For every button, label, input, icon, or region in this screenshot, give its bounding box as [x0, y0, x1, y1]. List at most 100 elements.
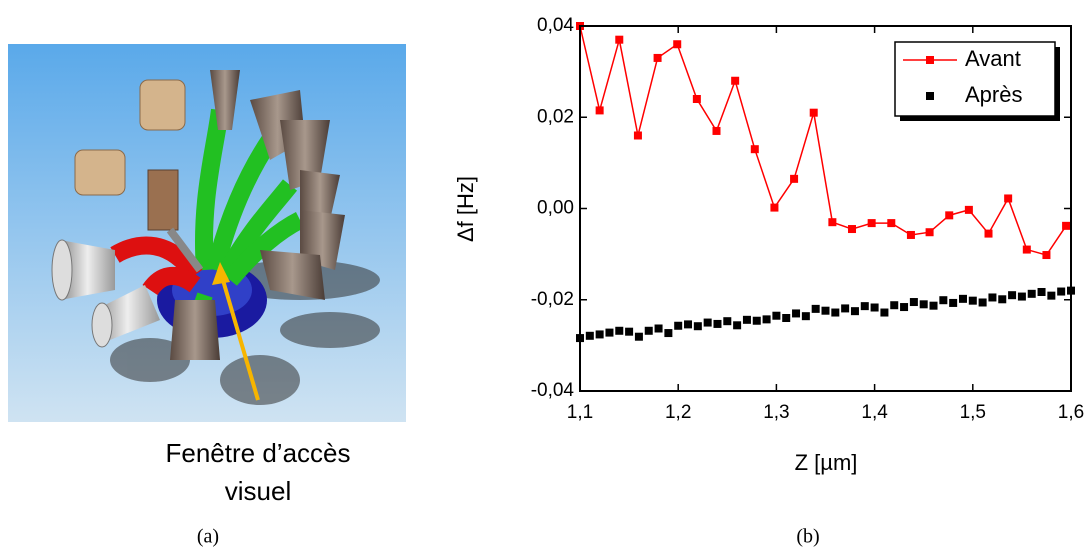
marker — [684, 320, 693, 329]
marker — [1008, 291, 1017, 300]
marker — [988, 293, 997, 302]
marker — [742, 315, 751, 324]
marker — [625, 327, 634, 336]
marker — [929, 301, 938, 310]
marker — [692, 95, 701, 103]
annotation: Fenêtre d’accès — [166, 438, 351, 468]
render-image — [8, 44, 406, 422]
panel-label: (b) — [796, 526, 819, 548]
marker — [772, 311, 781, 320]
marker — [792, 309, 801, 318]
marker — [867, 219, 876, 228]
marker — [750, 145, 759, 154]
legend-marker — [926, 92, 934, 100]
marker — [674, 321, 683, 330]
marker — [733, 321, 742, 330]
marker — [939, 296, 948, 305]
marker — [634, 332, 643, 341]
x-tick-label: 1,2 — [665, 402, 691, 423]
marker — [900, 303, 909, 312]
marker — [887, 219, 896, 228]
marker — [1017, 292, 1026, 301]
marker — [848, 225, 857, 234]
marker — [1004, 194, 1013, 203]
legend-label: Après — [965, 82, 1022, 107]
legend — [894, 41, 1056, 117]
x-tick-label: 1,6 — [1058, 402, 1084, 423]
marker — [615, 35, 624, 44]
marker — [1057, 287, 1066, 296]
marker — [945, 211, 954, 220]
marker — [1047, 291, 1056, 300]
marker — [964, 205, 973, 214]
marker — [949, 298, 958, 307]
x-axis-label: Z [µm] — [795, 450, 858, 475]
marker — [664, 329, 673, 338]
marker — [919, 300, 928, 309]
marker — [1042, 251, 1051, 260]
y-axis-label: Δf [Hz] — [453, 176, 478, 242]
marker — [809, 108, 818, 117]
marker — [828, 218, 837, 227]
y-tick-label: 0,00 — [537, 198, 574, 219]
marker — [958, 294, 967, 303]
marker — [703, 318, 712, 327]
annotation: visuel — [225, 476, 291, 506]
marker — [984, 229, 993, 238]
marker — [998, 295, 1007, 304]
legend-label: Avant — [965, 46, 1021, 71]
panel-label: (a) — [197, 526, 219, 548]
marker — [831, 308, 840, 317]
marker — [605, 328, 614, 337]
marker — [693, 322, 702, 331]
x-tick-label: 1,3 — [763, 402, 789, 423]
marker — [870, 303, 879, 312]
marker — [712, 126, 721, 135]
marker — [595, 330, 604, 339]
marker — [595, 106, 604, 115]
marker — [1022, 245, 1031, 254]
marker — [821, 306, 830, 315]
marker — [925, 228, 934, 237]
marker — [723, 317, 732, 326]
marker — [615, 326, 624, 335]
y-tick-label: 0,04 — [537, 15, 574, 36]
marker — [841, 304, 850, 313]
marker — [752, 316, 761, 325]
marker — [782, 314, 791, 322]
x-tick-label: 1,1 — [567, 402, 593, 423]
marker — [890, 301, 899, 310]
marker — [731, 76, 740, 85]
y-tick-label: 0,02 — [537, 106, 574, 127]
marker — [653, 53, 662, 62]
x-tick-label: 1,5 — [960, 402, 986, 423]
y-tick-label: -0,04 — [531, 380, 575, 401]
marker — [850, 307, 859, 316]
marker — [790, 174, 799, 183]
marker — [654, 324, 663, 333]
y-tick-label: -0,02 — [531, 289, 574, 310]
marker — [762, 315, 771, 324]
marker — [673, 40, 682, 49]
x-tick-label: 1,4 — [861, 402, 888, 423]
marker — [585, 331, 594, 340]
marker — [906, 230, 915, 239]
marker — [811, 304, 820, 313]
marker — [968, 296, 977, 305]
marker — [978, 298, 987, 307]
marker — [909, 298, 918, 307]
marker — [1062, 221, 1071, 230]
marker — [880, 308, 889, 317]
marker — [1037, 287, 1046, 296]
plot-frame — [579, 25, 1072, 392]
marker — [801, 312, 810, 321]
chart: Z [µm] Δf [Hz] 1,1 1,2 1,3 1,4 1,5 1,6 -0,04 -0… — [453, 15, 1084, 475]
legend-marker — [926, 56, 934, 64]
marker — [633, 131, 642, 140]
marker — [713, 319, 722, 328]
marker — [860, 302, 869, 311]
marker — [1027, 289, 1036, 298]
marker — [644, 326, 653, 335]
marker — [770, 203, 779, 212]
